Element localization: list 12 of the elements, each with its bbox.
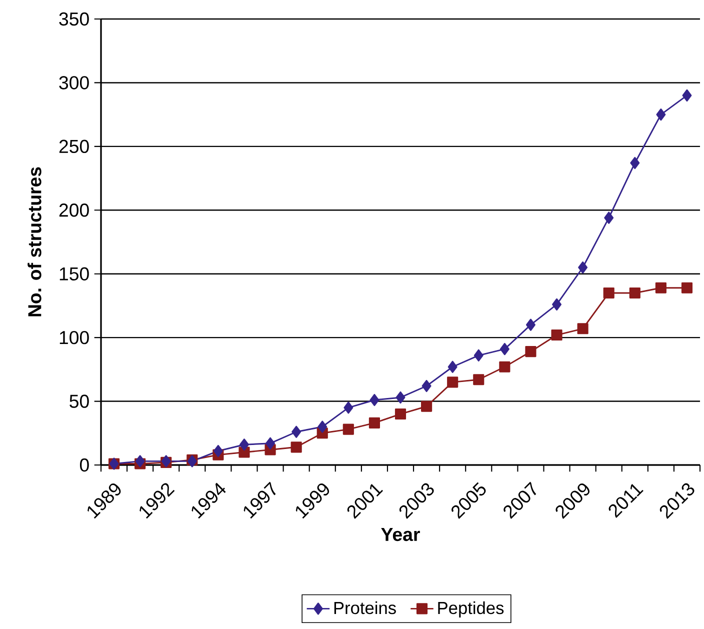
legend-label: Peptides xyxy=(438,601,504,618)
y-tick-label: 250 xyxy=(59,140,89,154)
x-axis-title: Year xyxy=(381,528,420,542)
y-tick-label: 100 xyxy=(60,330,89,344)
y-tick-label: 350 xyxy=(59,12,89,26)
y-axis-title: No. of structures xyxy=(28,167,42,316)
y-tick-label: 300 xyxy=(59,76,89,90)
y-tick-label: 150 xyxy=(60,267,89,280)
y-tick-label: 50 xyxy=(70,394,89,408)
y-tick-label: 0 xyxy=(80,458,89,472)
y-tick-label: 200 xyxy=(59,204,89,217)
legend-label: Proteins xyxy=(334,601,396,614)
